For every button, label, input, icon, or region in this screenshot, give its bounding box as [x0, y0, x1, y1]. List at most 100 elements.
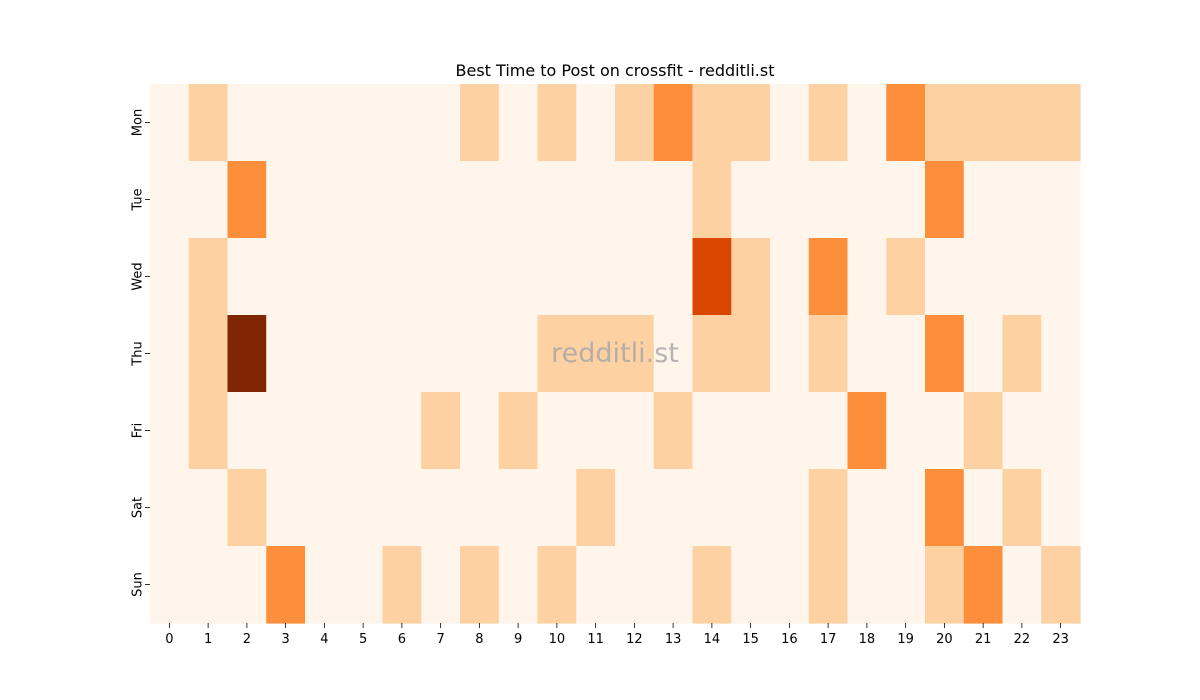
heatmap-cell [227, 469, 267, 547]
heatmap-cell [653, 546, 694, 624]
heatmap-cell [150, 469, 190, 547]
y-tick-label: Thu [131, 341, 146, 366]
heatmap-cell [963, 546, 1004, 624]
heatmap-cell [808, 392, 849, 470]
heatmap-cell [382, 392, 422, 470]
heatmap-cell [343, 84, 384, 162]
heatmap-cell [266, 238, 306, 316]
heatmap-cell [692, 238, 732, 316]
x-tick-label: 20 [936, 632, 953, 647]
heatmap-cell [460, 84, 500, 162]
heatmap-cell [731, 84, 771, 162]
x-tick-label: 22 [1014, 632, 1031, 647]
heatmap-cell [188, 469, 229, 547]
heatmap-cell [343, 238, 384, 316]
heatmap-cell [343, 315, 384, 393]
x-tick-label: 15 [742, 632, 759, 647]
heatmap-cell [382, 315, 422, 393]
x-tick-label: 5 [359, 632, 367, 647]
heatmap-cell [963, 469, 1004, 547]
heatmap-cell [188, 161, 229, 239]
heatmap-cell [1041, 546, 1081, 624]
heatmap-cell [421, 392, 461, 470]
heatmap-cell [305, 469, 345, 547]
heatmap-cell [382, 469, 422, 547]
heatmap-cell [692, 392, 732, 470]
heatmap-cell [305, 315, 345, 393]
heatmap-cell [537, 392, 577, 470]
heatmap-cell [963, 84, 1004, 162]
heatmap-cell [421, 84, 461, 162]
x-tick-label: 18 [859, 632, 876, 647]
x-tick-label: 21 [975, 632, 992, 647]
heatmap-cell [498, 392, 539, 470]
heatmap-cell [1002, 315, 1042, 393]
heatmap-cell [305, 546, 345, 624]
heatmap-cell [188, 392, 229, 470]
heatmap-cell [266, 392, 306, 470]
heatmap-cell [1041, 469, 1081, 547]
heatmap-cell [770, 546, 810, 624]
x-tick-label: 9 [514, 632, 522, 647]
heatmap-cell [886, 546, 926, 624]
heatmap-cell [963, 315, 1004, 393]
heatmap-cell [150, 84, 190, 162]
x-tick-label: 0 [165, 632, 173, 647]
heatmap-cell [498, 546, 539, 624]
heatmap-cell [576, 469, 616, 547]
heatmap-cell [498, 238, 539, 316]
heatmap-cell [537, 546, 577, 624]
heatmap-cell [653, 315, 694, 393]
heatmap-cell [150, 392, 190, 470]
heatmap-cell [1002, 238, 1042, 316]
heatmap-cell [227, 161, 267, 239]
heatmap-cell [886, 392, 926, 470]
heatmap-cell [615, 84, 655, 162]
heatmap-cell [188, 546, 229, 624]
heatmap-cell [576, 238, 616, 316]
heatmap-cell [963, 238, 1004, 316]
heatmap-cell [653, 161, 694, 239]
heatmap-cell [1041, 238, 1081, 316]
x-tick-label: 6 [398, 632, 406, 647]
heatmap-cell [731, 315, 771, 393]
heatmap-cell [653, 238, 694, 316]
heatmap-cell [576, 161, 616, 239]
x-tick-label: 13 [665, 632, 682, 647]
heatmap-cell [925, 84, 965, 162]
heatmap-cell [227, 315, 267, 393]
heatmap-cell [343, 392, 384, 470]
heatmap-cell [421, 315, 461, 393]
heatmap-cell [692, 84, 732, 162]
x-tick-label: 4 [320, 632, 328, 647]
heatmap-cell [1002, 469, 1042, 547]
heatmap-cell [305, 84, 345, 162]
heatmap-cell [615, 392, 655, 470]
heatmap-cell [808, 84, 849, 162]
heatmap-cell [1041, 84, 1081, 162]
heatmap-cell [692, 161, 732, 239]
heatmap-cell [576, 546, 616, 624]
heatmap-cell [266, 84, 306, 162]
heatmap-cell [537, 469, 577, 547]
heatmap-cell [731, 469, 771, 547]
x-tick-label: 17 [820, 632, 837, 647]
heatmap-cell [847, 238, 887, 316]
heatmap-cell [847, 315, 887, 393]
x-tick-label: 16 [781, 632, 798, 647]
heatmap-cell [537, 315, 577, 393]
heatmap-cell [731, 238, 771, 316]
heatmap-cell [847, 392, 887, 470]
heatmap-cells [150, 84, 1081, 624]
heatmap-cell [808, 315, 849, 393]
heatmap-cell [808, 469, 849, 547]
heatmap-cell [963, 392, 1004, 470]
watermark-text: redditli.st [551, 338, 679, 369]
heatmap-cell [925, 392, 965, 470]
heatmap-cell [925, 238, 965, 316]
heatmap-cell [266, 546, 306, 624]
heatmap-cell [1002, 84, 1042, 162]
x-tick-label: 11 [587, 632, 604, 647]
heatmap-cell [576, 84, 616, 162]
